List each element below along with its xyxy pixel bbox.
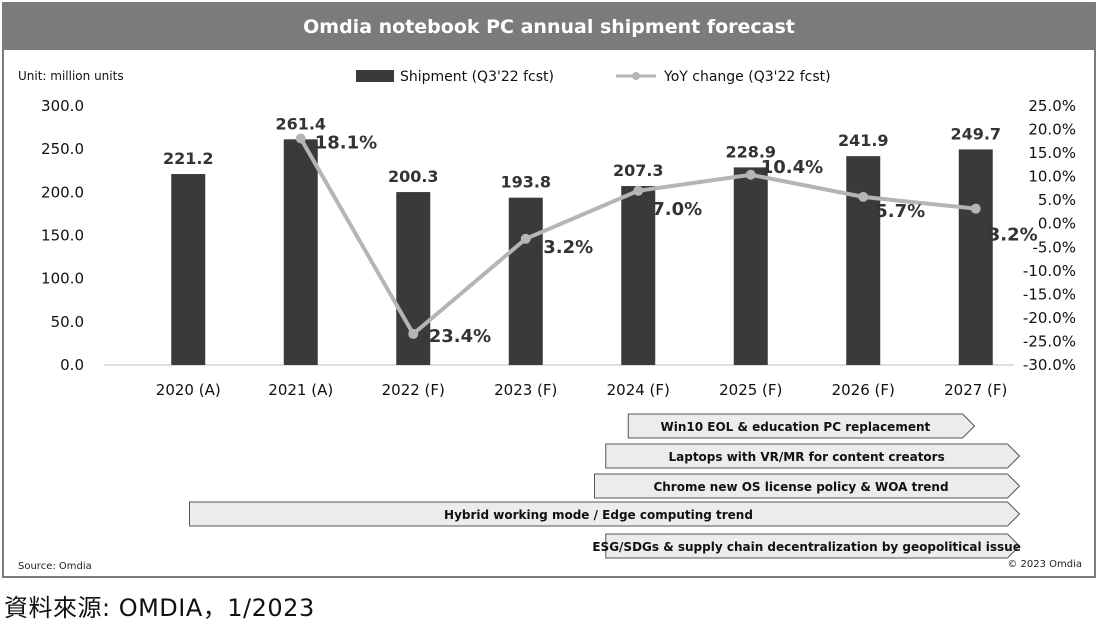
bar-value-label: 221.2 <box>163 149 214 168</box>
driver-arrow <box>627 413 976 439</box>
bar-2023 <box>508 197 543 365</box>
left-tick-label: 250.0 <box>41 140 84 158</box>
caption: 資料來源: OMDIA，1/2023 <box>4 594 315 622</box>
driver-label: Laptops with VR/MR for content creators <box>668 450 944 464</box>
yoy-value-label: 10.4% <box>761 157 823 178</box>
bar-2025 <box>733 167 768 365</box>
copyright-note: © 2023 Omdia <box>1007 559 1082 570</box>
bar-2027 <box>958 149 993 365</box>
left-tick-label: 200.0 <box>41 183 84 201</box>
legend-line-label: YoY change (Q3'22 fcst) <box>663 69 831 85</box>
left-tick-label: 50.0 <box>51 313 84 331</box>
yoy-value-label: -3.2% <box>536 237 593 258</box>
driver-arrow <box>605 443 1021 469</box>
source-note: Source: Omdia <box>18 561 92 572</box>
category-label: 2024 (F) <box>607 381 670 399</box>
driver-label: ESG/SDGs & supply chain decentralization… <box>592 540 1021 554</box>
left-tick-label: 300.0 <box>41 97 84 115</box>
right-tick-label: -30.0% <box>1023 356 1076 374</box>
yoy-marker <box>520 233 531 244</box>
category-label: 2022 (F) <box>382 381 445 399</box>
category-label: 2020 (A) <box>156 381 221 399</box>
bar-2020 <box>171 174 206 365</box>
right-tick-label: -5.0% <box>1032 238 1076 256</box>
category-label: 2025 (F) <box>719 381 782 399</box>
left-tick-label: 0.0 <box>60 356 84 374</box>
right-tick-label: -25.0% <box>1023 332 1076 350</box>
bar-value-label: 228.9 <box>725 142 776 161</box>
legend-line-marker <box>632 72 640 80</box>
yoy-value-label: 18.1% <box>315 132 377 153</box>
right-tick-label: -15.0% <box>1023 285 1076 303</box>
yoy-value-label: 3.2% <box>988 225 1038 246</box>
yoy-marker <box>295 133 306 144</box>
yoy-marker <box>633 185 644 196</box>
driver-label: Hybrid working mode / Edge computing tre… <box>444 508 753 522</box>
yoy-marker <box>408 328 419 339</box>
right-tick-label: 15.0% <box>1028 144 1076 162</box>
category-label: 2023 (F) <box>494 381 557 399</box>
driver-arrow <box>605 533 1021 559</box>
bar-2024 <box>621 186 656 365</box>
category-label: 2027 (F) <box>944 381 1007 399</box>
bar-value-label: 193.8 <box>500 173 551 192</box>
yoy-marker <box>745 169 756 180</box>
chart-title: Omdia notebook PC annual shipment foreca… <box>4 4 1094 50</box>
legend-bar-swatch <box>356 70 394 82</box>
right-tick-label: -10.0% <box>1023 262 1076 280</box>
right-tick-label: 10.0% <box>1028 168 1076 186</box>
yoy-marker <box>970 203 981 214</box>
right-tick-label: 25.0% <box>1028 97 1076 115</box>
right-tick-label: -20.0% <box>1023 309 1076 327</box>
driver-label: Win10 EOL & education PC replacement <box>661 420 931 434</box>
bar-value-label: 249.7 <box>950 124 1001 143</box>
chart-frame: Omdia notebook PC annual shipment foreca… <box>2 2 1096 578</box>
bar-2021 <box>283 139 318 365</box>
category-label: 2026 (F) <box>832 381 895 399</box>
bar-value-label: 207.3 <box>613 161 664 180</box>
driver-label: Chrome new OS license policy & WOA trend <box>653 480 948 494</box>
right-tick-label: 0.0% <box>1038 215 1076 233</box>
bar-value-label: 200.3 <box>388 167 439 186</box>
legend-bar-label: Shipment (Q3'22 fcst) <box>400 69 554 85</box>
yoy-value-label: -23.4% <box>421 326 491 347</box>
left-tick-label: 100.0 <box>41 270 84 288</box>
right-tick-label: 5.0% <box>1038 191 1076 209</box>
yoy-value-label: 5.7% <box>875 201 925 222</box>
driver-arrow <box>189 501 1021 527</box>
yoy-value-label: 7.0% <box>652 199 702 220</box>
bar-2026 <box>846 156 881 365</box>
category-label: 2021 (A) <box>268 381 333 399</box>
yoy-marker <box>858 191 869 202</box>
unit-label: Unit: million units <box>18 69 124 83</box>
right-tick-label: 20.0% <box>1028 121 1076 139</box>
bar-value-label: 241.9 <box>838 131 889 150</box>
bar-value-label: 261.4 <box>275 114 326 133</box>
driver-arrow <box>594 473 1021 499</box>
left-tick-label: 150.0 <box>41 227 84 245</box>
chart-canvas: Unit: million units Shipment (Q3'22 fcst)… <box>18 69 1076 559</box>
